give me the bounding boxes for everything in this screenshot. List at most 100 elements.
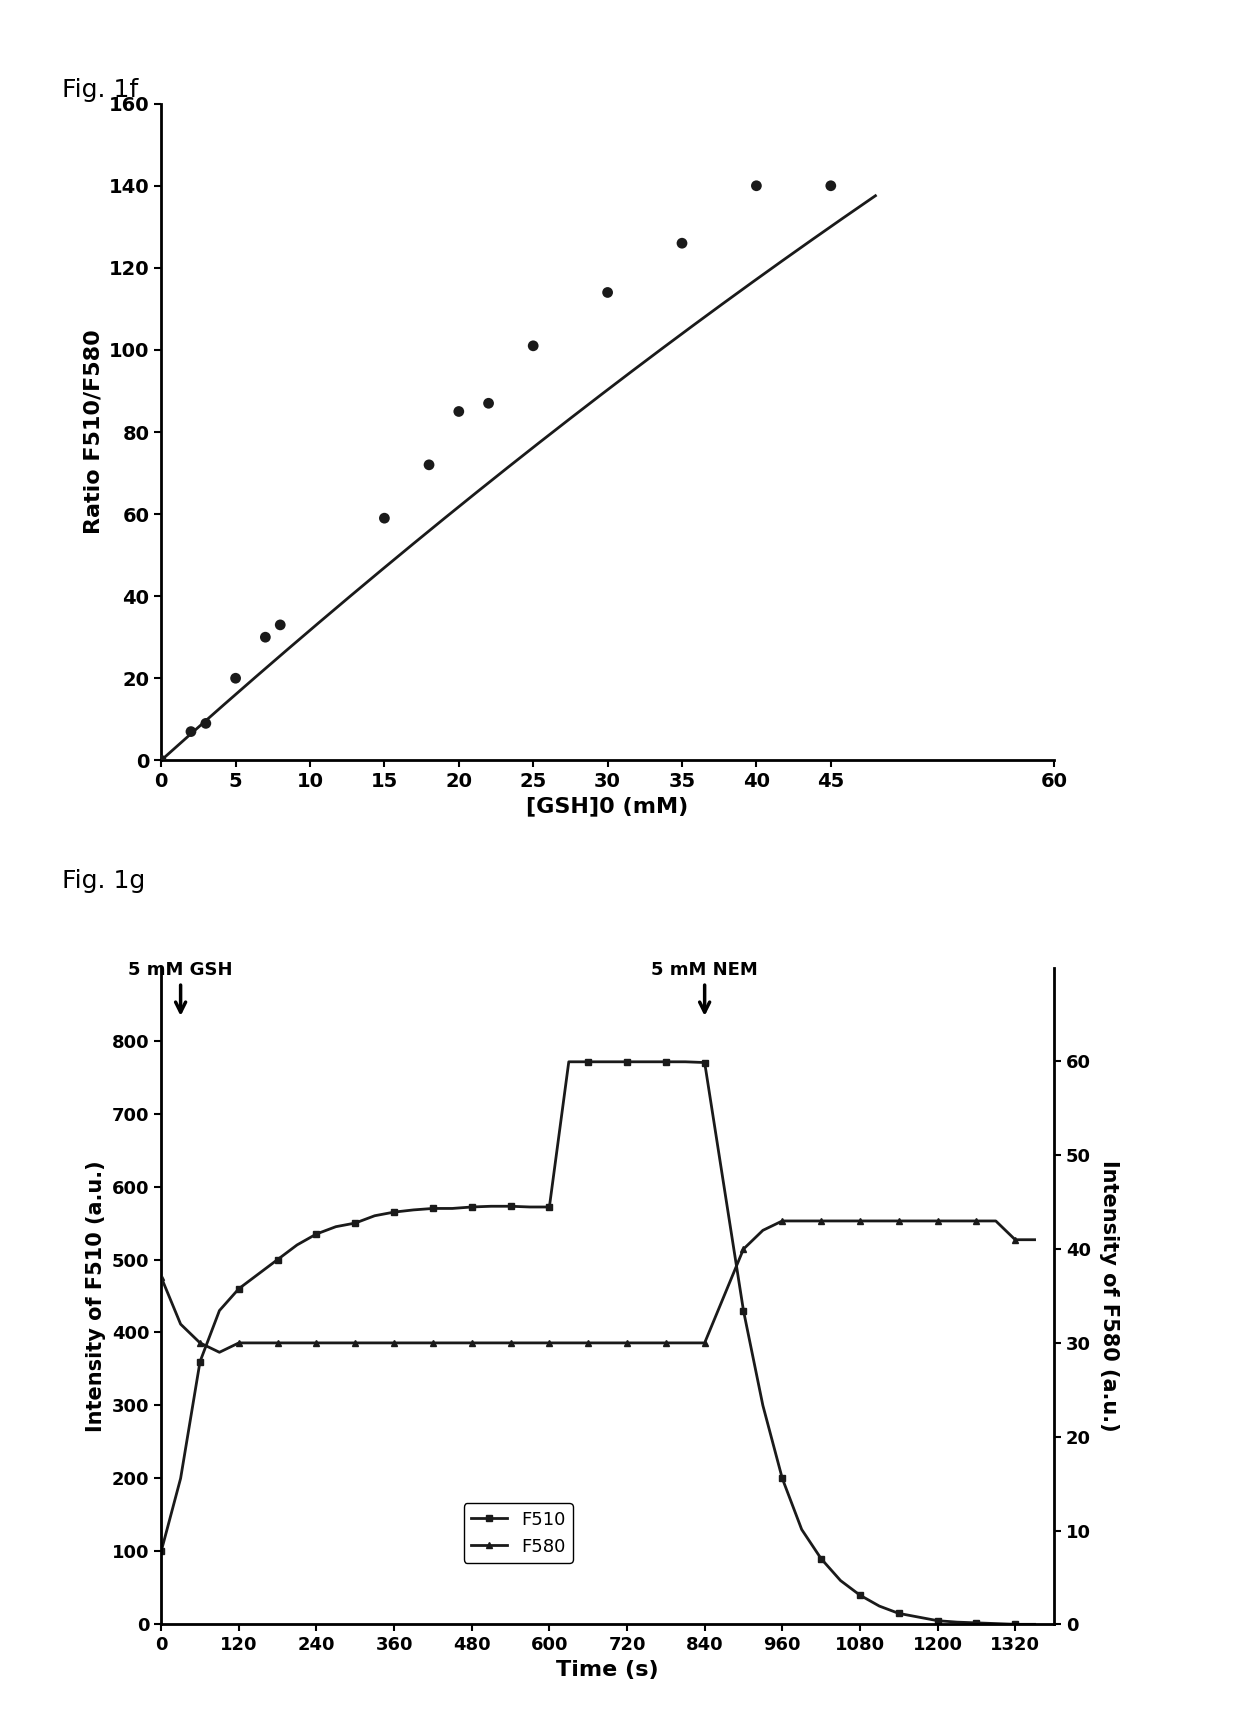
F580 (367, 1332, 382, 1353)
F510 (678, 1051, 693, 1071)
F580 (892, 1211, 906, 1232)
Point (672, 230, 692, 257)
F580 (250, 1332, 265, 1353)
F510 (580, 1051, 595, 1071)
F580 (270, 1332, 285, 1353)
F580 (600, 1332, 615, 1353)
F510 (755, 1394, 770, 1415)
Text: 5 mM GSH: 5 mM GSH (129, 961, 233, 978)
Y-axis label: Ratio F510/F580: Ratio F510/F580 (83, 330, 103, 534)
F580 (833, 1211, 848, 1232)
F580 (192, 1332, 207, 1353)
F580 (697, 1332, 712, 1353)
F510 (367, 1206, 382, 1227)
F510 (697, 1052, 712, 1073)
F580 (717, 1286, 732, 1306)
Point (226, 665, 246, 693)
Point (449, 397, 469, 425)
F510 (620, 1051, 635, 1071)
F580 (174, 1313, 188, 1334)
F510 (250, 1263, 265, 1284)
F510 (484, 1196, 498, 1217)
X-axis label: [GSH]0 (mM): [GSH]0 (mM) (527, 797, 688, 817)
F510 (930, 1610, 945, 1631)
F580 (405, 1332, 420, 1353)
F510 (387, 1201, 402, 1222)
Point (523, 332, 543, 359)
F580 (1008, 1229, 1023, 1249)
F510 (270, 1249, 285, 1270)
F510 (1008, 1614, 1023, 1635)
F580 (445, 1332, 460, 1353)
F510 (833, 1571, 848, 1591)
F580 (425, 1332, 440, 1353)
F580 (309, 1332, 324, 1353)
F510 (445, 1198, 460, 1218)
F580 (988, 1211, 1003, 1232)
Text: Fig. 1f: Fig. 1f (62, 78, 138, 102)
F510 (503, 1196, 518, 1217)
F580 (813, 1211, 828, 1232)
F580 (464, 1332, 479, 1353)
F580 (620, 1332, 635, 1353)
Y-axis label: Intensity of F510 (a.u.): Intensity of F510 (a.u.) (87, 1159, 107, 1433)
Point (151, 746, 171, 774)
F510 (775, 1469, 790, 1490)
F580 (910, 1211, 925, 1232)
X-axis label: Time (s): Time (s) (557, 1659, 658, 1680)
Point (270, 612, 290, 639)
F580 (212, 1343, 227, 1363)
F580 (950, 1211, 965, 1232)
Point (255, 624, 275, 651)
F510 (154, 1541, 169, 1562)
F580 (872, 1211, 887, 1232)
F580 (522, 1332, 537, 1353)
F510 (872, 1595, 887, 1616)
Text: Fig. 1g: Fig. 1g (62, 869, 145, 893)
F510 (1027, 1614, 1042, 1635)
F510 (542, 1196, 557, 1217)
F510 (232, 1279, 247, 1299)
F580 (852, 1211, 867, 1232)
F580 (580, 1332, 595, 1353)
F510 (950, 1612, 965, 1633)
F510 (290, 1234, 305, 1255)
Legend: F510, F580: F510, F580 (464, 1503, 573, 1562)
F580 (484, 1332, 498, 1353)
Line: F580: F580 (157, 1218, 1038, 1356)
F580 (290, 1332, 305, 1353)
Point (598, 278, 618, 306)
F510 (192, 1351, 207, 1372)
F580 (562, 1332, 577, 1353)
F510 (892, 1604, 906, 1624)
Line: F510: F510 (159, 1059, 1038, 1628)
F510 (329, 1217, 343, 1237)
Text: 5 mM NEM: 5 mM NEM (651, 961, 758, 978)
F510 (405, 1199, 420, 1220)
F580 (387, 1332, 402, 1353)
F510 (309, 1223, 324, 1244)
F580 (348, 1332, 363, 1353)
F580 (737, 1239, 751, 1260)
F510 (425, 1198, 440, 1218)
Point (181, 717, 201, 745)
F580 (329, 1332, 343, 1353)
Y-axis label: Intensity of F580 (a.u.): Intensity of F580 (a.u.) (1099, 1159, 1118, 1433)
F580 (795, 1211, 810, 1232)
F510 (717, 1177, 732, 1198)
Point (374, 505, 394, 532)
F510 (522, 1196, 537, 1217)
F510 (212, 1299, 227, 1320)
F510 (795, 1519, 810, 1540)
F580 (1027, 1229, 1042, 1249)
F580 (154, 1267, 169, 1287)
F580 (542, 1332, 557, 1353)
Point (196, 710, 216, 738)
Point (746, 171, 766, 199)
F510 (988, 1614, 1003, 1635)
F580 (639, 1332, 653, 1353)
F580 (930, 1211, 945, 1232)
F580 (775, 1211, 790, 1232)
F510 (968, 1612, 983, 1633)
F510 (852, 1585, 867, 1605)
